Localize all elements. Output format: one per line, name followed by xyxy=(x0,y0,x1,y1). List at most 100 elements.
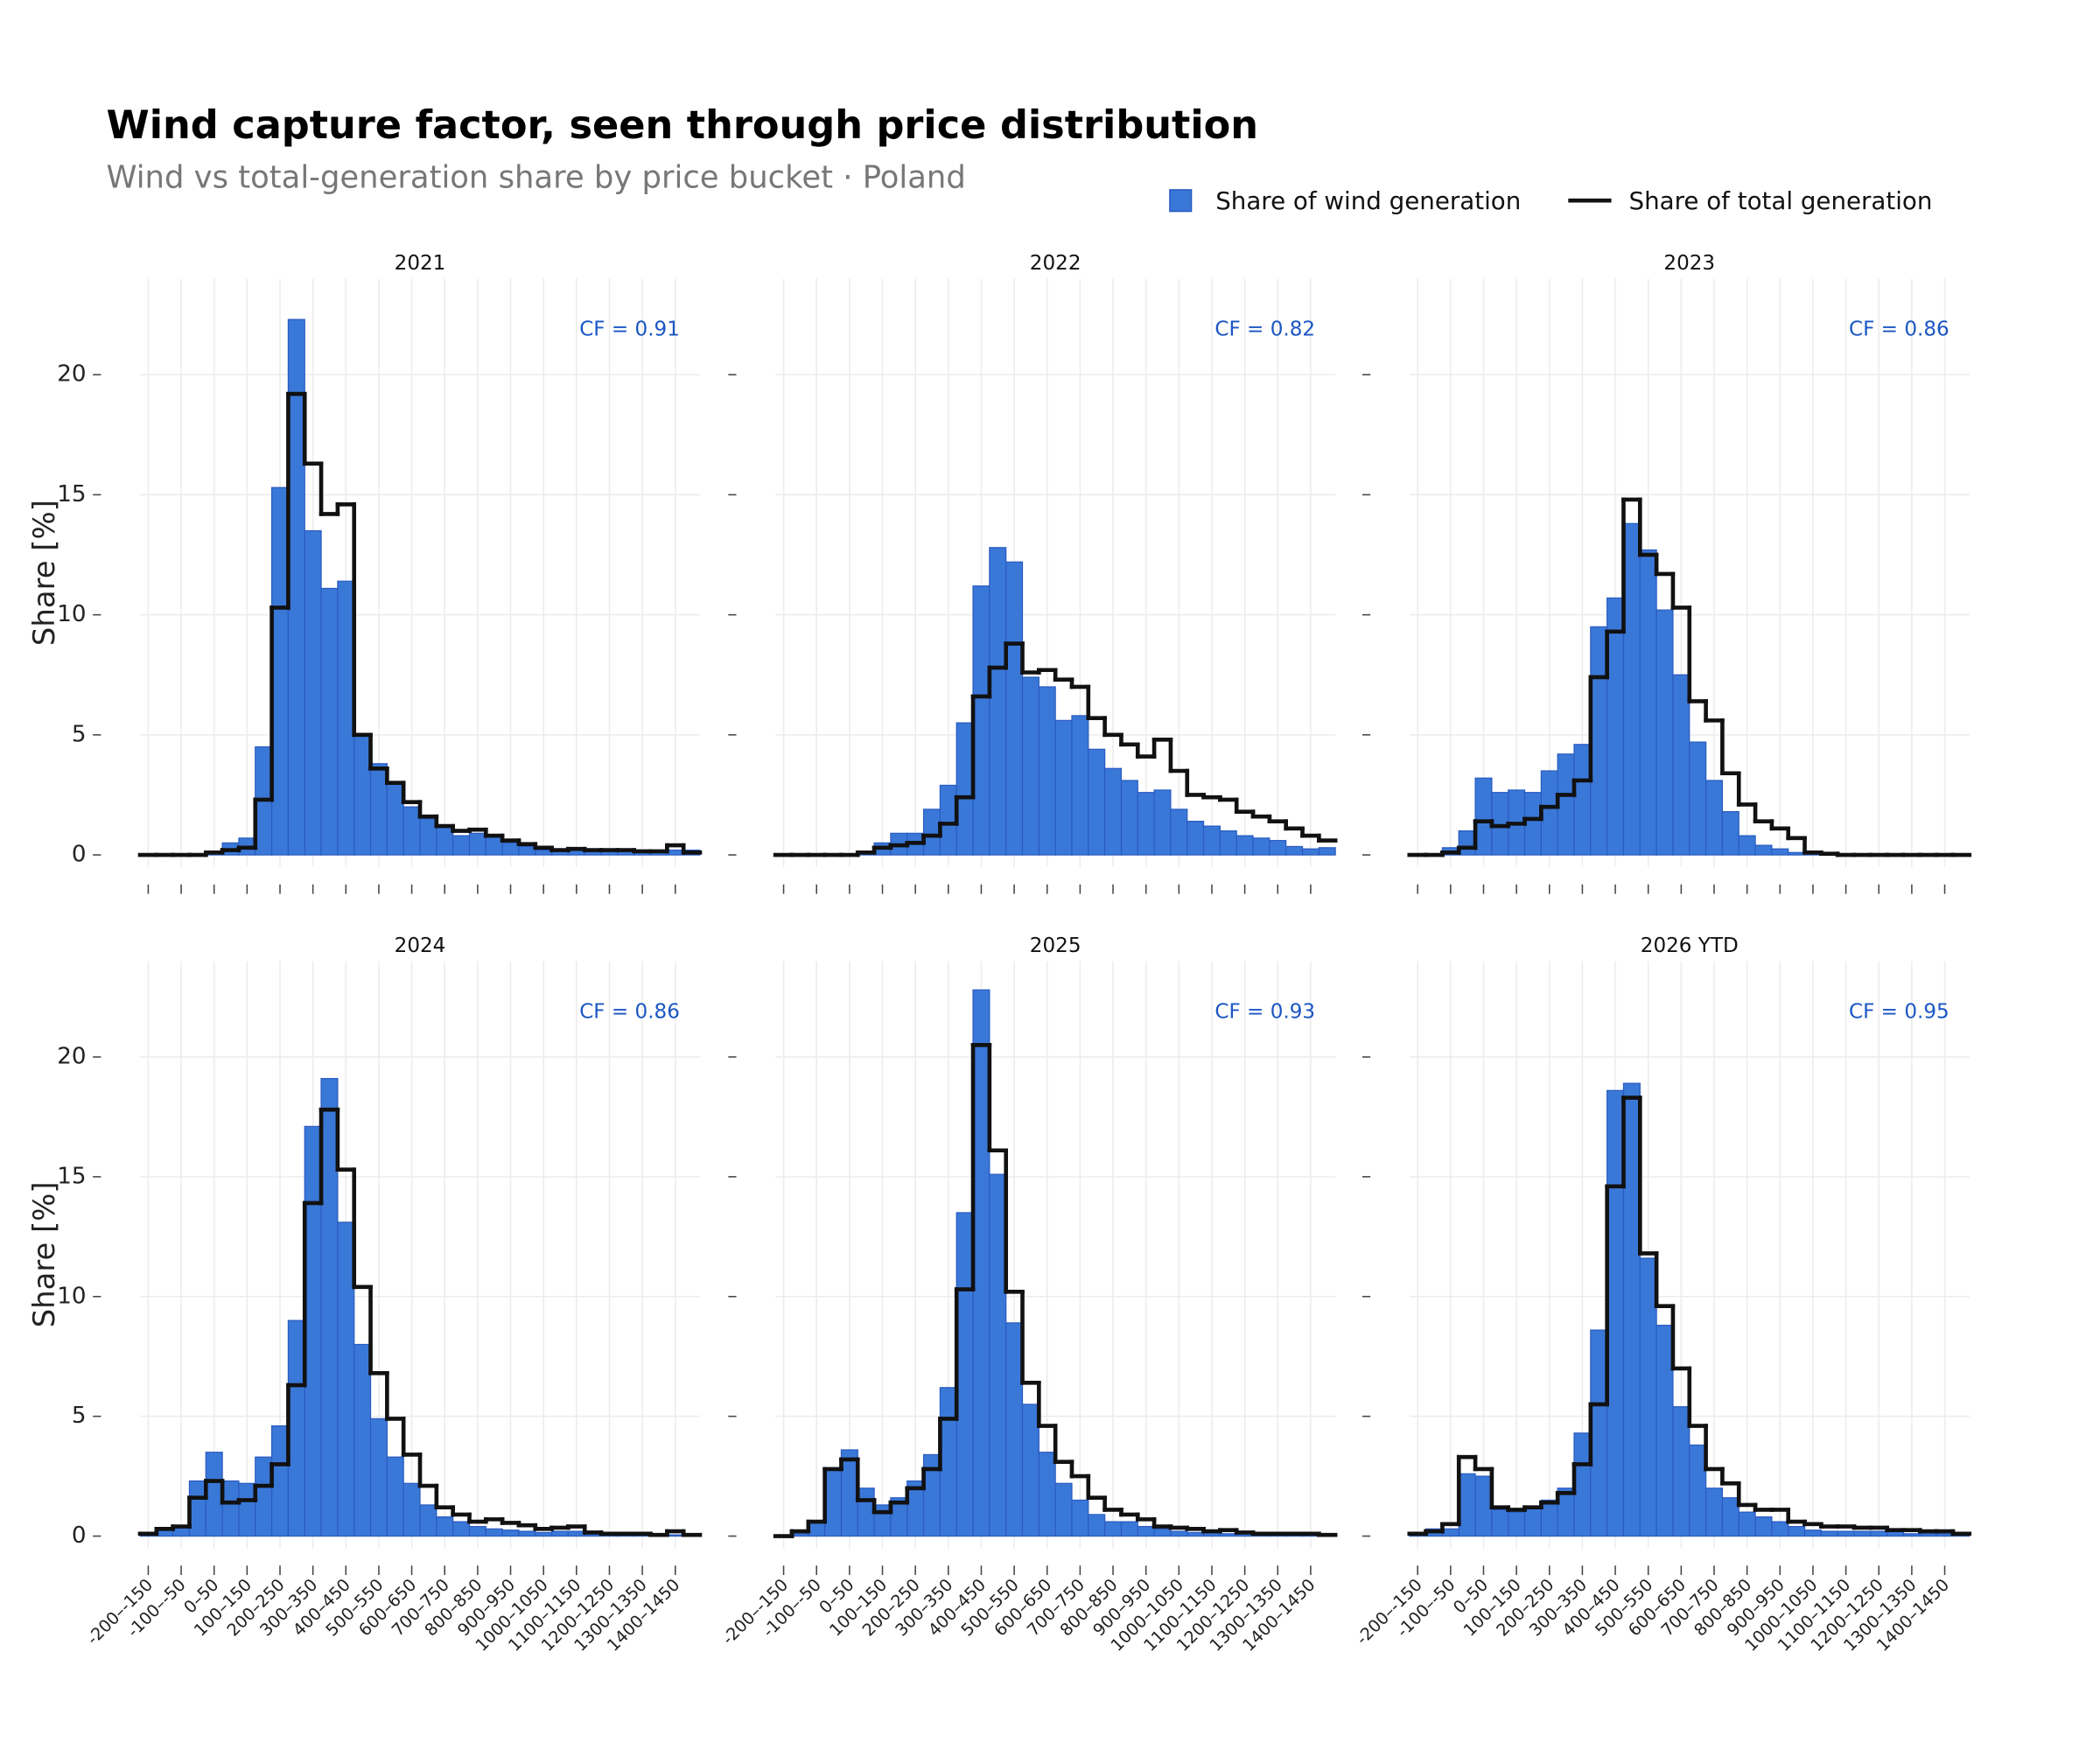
bar xyxy=(205,1452,223,1537)
subplot-title: 2025 xyxy=(1030,934,1082,957)
bar xyxy=(1474,1475,1493,1537)
bar xyxy=(337,580,355,856)
bar xyxy=(1573,744,1592,856)
bar xyxy=(1557,1488,1575,1537)
cf-annotation: CF = 0.91 xyxy=(579,318,680,340)
bar xyxy=(485,1528,503,1537)
bar xyxy=(436,1516,454,1537)
bar xyxy=(501,842,520,856)
bar xyxy=(485,835,503,856)
bar xyxy=(1219,830,1237,856)
y-tick-label: 15 xyxy=(57,481,86,508)
bar xyxy=(1721,811,1740,856)
bar xyxy=(1285,845,1304,856)
cf-annotation: CF = 0.86 xyxy=(579,1000,680,1023)
subplot: 2021 0 5 10 15 20 Share [%] CF = 0.91 xyxy=(27,252,703,894)
bar xyxy=(1491,792,1509,856)
bar xyxy=(666,1534,684,1537)
subplot: 2025-200–-150-100–-500–50100–150200–2503… xyxy=(718,934,1338,1656)
bar xyxy=(1573,1432,1592,1537)
bar xyxy=(436,825,454,856)
y-tick-label: 10 xyxy=(57,601,86,627)
y-tick-label: 15 xyxy=(57,1163,86,1189)
bar xyxy=(1639,1257,1657,1537)
bar xyxy=(354,1343,372,1537)
bar xyxy=(1540,1499,1558,1537)
bar xyxy=(1170,808,1188,856)
bar xyxy=(1803,1530,1822,1537)
bar xyxy=(419,818,438,856)
bar xyxy=(1491,1508,1509,1537)
bar xyxy=(1170,1530,1188,1537)
bar xyxy=(1606,1089,1625,1537)
bar xyxy=(518,1530,536,1537)
chart-title: Wind capture factor, seen through price … xyxy=(107,102,1259,148)
bar xyxy=(939,1387,957,1537)
bar xyxy=(1689,1444,1707,1537)
bar xyxy=(238,1482,256,1537)
y-tick-label: 20 xyxy=(57,1043,86,1069)
bar xyxy=(550,1530,570,1537)
bar xyxy=(1820,1530,1838,1537)
bar xyxy=(1038,1452,1056,1537)
bar xyxy=(402,1482,421,1537)
y-axis-label: Share [%] xyxy=(27,1181,61,1327)
bar xyxy=(922,1453,942,1537)
bar xyxy=(320,1078,339,1537)
bar xyxy=(1540,770,1558,856)
bar xyxy=(1837,1530,1855,1537)
bar xyxy=(1721,1497,1740,1537)
bar xyxy=(518,845,536,856)
y-tick-label: 5 xyxy=(72,1403,87,1429)
bar xyxy=(1104,1521,1123,1537)
bar xyxy=(857,1488,875,1537)
bar xyxy=(567,1530,585,1537)
y-tick-label: 20 xyxy=(57,361,86,388)
bar xyxy=(1252,837,1270,856)
bar xyxy=(386,782,404,856)
bar xyxy=(1186,821,1205,856)
bar xyxy=(922,808,942,856)
bar xyxy=(1656,609,1674,856)
bar xyxy=(270,486,290,856)
bar xyxy=(1005,1322,1024,1537)
bar xyxy=(1219,1533,1237,1537)
bar xyxy=(1202,825,1222,856)
bar xyxy=(1054,719,1073,856)
bar xyxy=(972,585,990,856)
bar xyxy=(452,835,471,856)
bar xyxy=(873,1504,892,1537)
bar xyxy=(989,1173,1007,1537)
bar xyxy=(468,832,486,856)
bar xyxy=(1738,835,1756,856)
bar xyxy=(1458,830,1476,856)
subplot: 2026 YTD-200–-150-100–-500–50100–150200–… xyxy=(1352,934,1972,1656)
bar xyxy=(1120,1521,1138,1537)
bar xyxy=(1120,780,1138,856)
bar xyxy=(1153,789,1172,856)
bar xyxy=(1704,780,1724,856)
bar xyxy=(1137,792,1155,856)
bar xyxy=(1104,767,1123,856)
bar xyxy=(956,1212,974,1537)
subplot-title: 2023 xyxy=(1663,252,1715,275)
bar xyxy=(824,1468,843,1537)
bar xyxy=(304,529,322,856)
bar xyxy=(354,734,372,856)
bar xyxy=(1919,1533,1937,1537)
bar xyxy=(1153,1528,1172,1537)
bar xyxy=(1639,549,1657,856)
bar xyxy=(1656,1324,1674,1537)
bar xyxy=(840,1449,858,1537)
bar xyxy=(1754,1516,1773,1537)
bar xyxy=(1622,522,1641,856)
y-tick-label: 0 xyxy=(72,1522,87,1549)
bar xyxy=(270,1424,290,1537)
bar xyxy=(501,1530,520,1537)
bar xyxy=(1186,1531,1205,1537)
bar xyxy=(1738,1511,1756,1537)
bar xyxy=(1902,1533,1921,1537)
bar xyxy=(1557,753,1575,856)
bar xyxy=(1523,792,1542,856)
